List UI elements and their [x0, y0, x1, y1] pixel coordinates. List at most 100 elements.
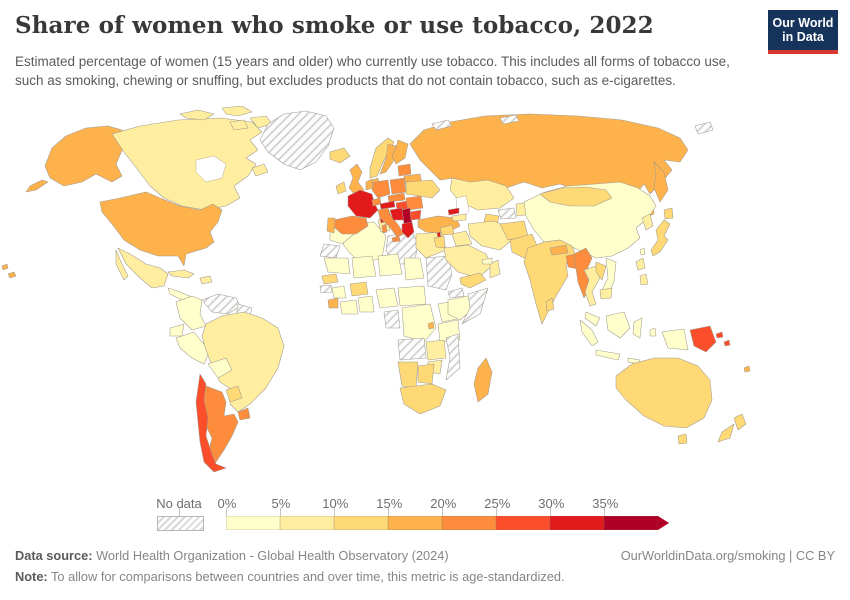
- country-sardinia[interactable]: [381, 223, 388, 234]
- country-uk[interactable]: [348, 163, 365, 197]
- country-new-zealand-north[interactable]: [733, 413, 747, 431]
- country-taiwan[interactable]: [639, 247, 646, 256]
- country-ireland[interactable]: [335, 181, 347, 195]
- country-japan[interactable]: [650, 219, 671, 257]
- legend-bin-0-5%[interactable]: 0%: [218, 496, 280, 530]
- country-chad[interactable]: [403, 257, 425, 281]
- country-armenia-azerbaijan[interactable]: [451, 213, 467, 222]
- country-chile[interactable]: [195, 373, 227, 473]
- country-uzbekistan[interactable]: [497, 207, 517, 220]
- legend-bin-30-35%[interactable]: 30%: [538, 496, 604, 530]
- country-india[interactable]: [523, 239, 577, 325]
- country-uruguay[interactable]: [237, 407, 251, 421]
- country-ukraine[interactable]: [405, 179, 441, 199]
- country-tasmania[interactable]: [677, 433, 688, 445]
- country-madagascar[interactable]: [473, 357, 493, 403]
- country-gulf-states[interactable]: [481, 257, 493, 265]
- country-cambodia[interactable]: [599, 287, 613, 300]
- country-israel-jordan[interactable]: [433, 235, 446, 249]
- country-canada-newfoundland[interactable]: [251, 163, 269, 177]
- country-guinea-bissau[interactable]: [319, 284, 333, 294]
- country-romania[interactable]: [405, 195, 424, 211]
- country-sudan[interactable]: [425, 255, 453, 291]
- country-poland[interactable]: [389, 177, 407, 195]
- country-japan-hokkaido[interactable]: [663, 207, 674, 220]
- country-fiji[interactable]: [743, 365, 751, 373]
- country-rwanda[interactable]: [427, 321, 435, 330]
- country-philippines2[interactable]: [639, 273, 649, 286]
- country-philippines1[interactable]: [635, 257, 646, 271]
- country-austria[interactable]: [379, 200, 396, 210]
- legend-bin-35%+[interactable]: 35%: [592, 496, 658, 530]
- country-georgia[interactable]: [447, 207, 460, 216]
- country-eritrea[interactable]: [447, 287, 465, 299]
- country-sicily[interactable]: [391, 235, 401, 243]
- country-indonesia-papua[interactable]: [661, 328, 689, 351]
- country-ecuador[interactable]: [169, 323, 185, 337]
- country-ghana-benin[interactable]: [357, 295, 375, 313]
- country-yemen[interactable]: [459, 272, 487, 289]
- country-burkina-faso[interactable]: [349, 281, 369, 297]
- legend-no-data-swatch[interactable]: [157, 516, 204, 531]
- country-gabon-congo[interactable]: [383, 309, 401, 329]
- country-usa-alaska[interactable]: [44, 125, 125, 187]
- country-usa-mainland[interactable]: [99, 191, 223, 267]
- legend-bin-10-15%[interactable]: 10%: [322, 496, 388, 530]
- country-indonesia-sulawesi[interactable]: [632, 317, 643, 339]
- country-senegal[interactable]: [321, 273, 339, 285]
- country-namibia[interactable]: [397, 361, 419, 389]
- country-brazil[interactable]: [201, 311, 285, 413]
- country-somalia[interactable]: [461, 287, 489, 325]
- country-australia[interactable]: [615, 357, 713, 429]
- country-drc[interactable]: [401, 303, 437, 343]
- country-png[interactable]: [689, 325, 717, 353]
- country-hawaii[interactable]: [7, 271, 17, 279]
- country-mali[interactable]: [351, 255, 377, 279]
- country-new-zealand-south[interactable]: [717, 423, 735, 443]
- country-guinea[interactable]: [331, 285, 347, 299]
- country-angola[interactable]: [397, 337, 427, 361]
- country-indonesia-borneo[interactable]: [605, 311, 631, 339]
- country-baltics[interactable]: [397, 163, 412, 177]
- country-venezuela[interactable]: [201, 293, 241, 315]
- country-cameroon-car[interactable]: [397, 285, 427, 307]
- country-arctic-isl2[interactable]: [499, 114, 520, 125]
- country-peru[interactable]: [175, 331, 211, 365]
- legend-bin-15-20%[interactable]: 15%: [376, 496, 442, 530]
- country-iran[interactable]: [467, 220, 513, 251]
- country-mexico-baja[interactable]: [115, 249, 129, 281]
- country-germany[interactable]: [371, 179, 391, 199]
- country-mozambique[interactable]: [445, 333, 461, 381]
- country-south-africa[interactable]: [399, 383, 447, 415]
- country-western-sahara[interactable]: [319, 243, 341, 259]
- country-korea[interactable]: [641, 213, 654, 231]
- country-laos[interactable]: [595, 261, 607, 281]
- country-nepal[interactable]: [549, 244, 569, 256]
- country-sweden[interactable]: [379, 143, 397, 175]
- country-solomon2[interactable]: [723, 339, 731, 347]
- country-benelux[interactable]: [365, 178, 374, 191]
- country-oman[interactable]: [489, 259, 501, 279]
- country-mauritania[interactable]: [323, 257, 351, 275]
- country-saudi-arabia[interactable]: [443, 244, 493, 279]
- country-finland[interactable]: [391, 139, 409, 165]
- legend-bin-25-30%[interactable]: 25%: [484, 496, 550, 530]
- country-canada-arctic4[interactable]: [229, 119, 249, 131]
- country-liberia-ivory[interactable]: [339, 299, 359, 315]
- country-usa-aleutians[interactable]: [25, 179, 49, 193]
- country-mexico[interactable]: [117, 247, 169, 289]
- country-portugal[interactable]: [326, 217, 336, 234]
- country-solomon1[interactable]: [715, 331, 724, 339]
- country-arctic-isl3[interactable]: [694, 121, 714, 135]
- country-bulgaria[interactable]: [409, 209, 422, 221]
- country-sri-lanka[interactable]: [545, 297, 555, 312]
- country-botswana[interactable]: [417, 363, 435, 385]
- country-czech-slovakia[interactable]: [387, 192, 406, 203]
- country-greece[interactable]: [401, 221, 415, 239]
- country-colombia[interactable]: [175, 295, 207, 331]
- country-hispaniola[interactable]: [199, 275, 213, 285]
- country-iraq[interactable]: [451, 230, 473, 247]
- country-paraguay[interactable]: [225, 385, 243, 403]
- country-mongolia[interactable]: [539, 186, 613, 207]
- country-canada[interactable]: [111, 117, 263, 211]
